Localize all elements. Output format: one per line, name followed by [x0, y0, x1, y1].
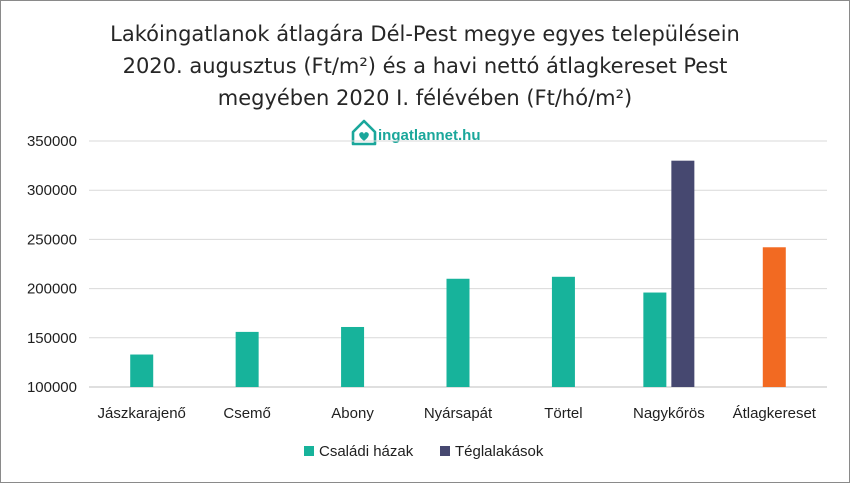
legend-label-csaladi-hazak: Családi házak: [319, 443, 414, 460]
legend: Családi házak Téglalakások: [304, 443, 544, 460]
bar-3-0: [446, 278, 470, 387]
bar-2-0: [341, 326, 365, 387]
category-label: Átlagkereset: [733, 405, 817, 422]
bar-5-1: [671, 160, 695, 387]
y-tick-label: 300000: [27, 182, 77, 199]
category-label: Jászkarajenő: [98, 405, 186, 422]
bar-1-0: [235, 331, 259, 387]
chart-title-line-1: Lakóingatlanok átlagára Dél-Pest megye e…: [110, 22, 740, 46]
bar-0-0: [130, 354, 154, 387]
category-labels: Jászkarajenő Csemő Abony Nyársapát Törtel Nag…: [98, 405, 817, 422]
y-tick-label: 150000: [27, 330, 77, 347]
chart-title: Lakóingatlanok átlagára Dél-Pest megye e…: [110, 22, 740, 110]
legend-label-teglalakasok: Téglalakások: [455, 443, 544, 460]
logo: ingatlannet.hu: [351, 119, 481, 146]
bar-4-0: [551, 276, 575, 387]
y-axis-ticks: 100000 150000 200000 250000 300000 350000: [27, 133, 77, 396]
category-label: Törtel: [544, 405, 582, 422]
category-label: Csemő: [223, 405, 271, 422]
y-tick-label: 100000: [27, 379, 77, 396]
category-label: Abony: [331, 405, 374, 422]
logo-text: ingatlannet.hu: [378, 127, 481, 144]
legend-swatch-teglalakasok: [440, 446, 450, 456]
bars: [130, 160, 786, 387]
y-tick-label: 350000: [27, 133, 77, 150]
grid: [89, 140, 827, 388]
legend-swatch-csaladi-hazak: [304, 446, 314, 456]
bar-5-0: [643, 292, 667, 387]
y-tick-label: 250000: [27, 231, 77, 248]
category-label: Nyársapát: [424, 405, 493, 422]
chart-title-line-2: 2020. augusztus (Ft/m²) és a havi nettó …: [123, 54, 728, 78]
bar-6-extra: [762, 247, 786, 387]
chart-title-line-3: megyében 2020 I. félévében (Ft/hó/m²): [218, 86, 632, 110]
house-heart-icon: [351, 119, 377, 146]
y-tick-label: 200000: [27, 281, 77, 298]
category-label: Nagykőrös: [633, 405, 705, 422]
